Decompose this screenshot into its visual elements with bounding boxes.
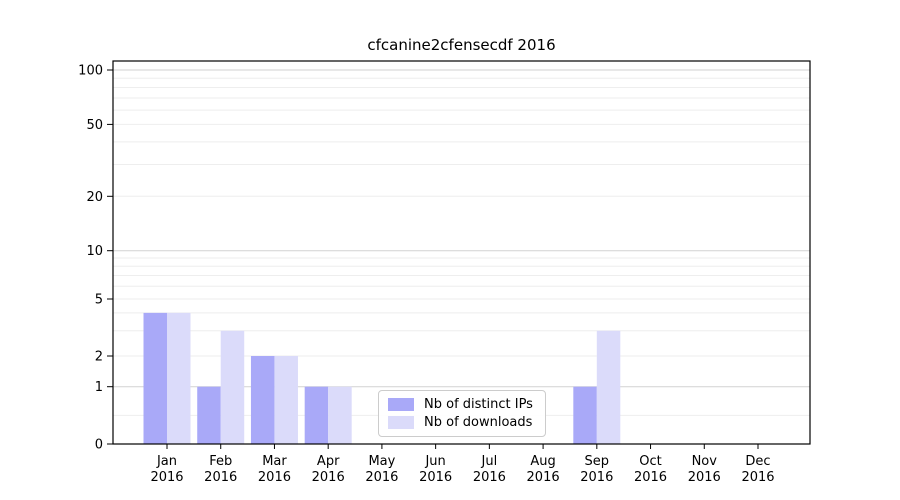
- x-tick-label-month: Apr: [317, 454, 340, 469]
- bar-distinct-ips-sep: [573, 386, 597, 444]
- y-tick-label: 0: [95, 438, 103, 453]
- bar-distinct-ips-jan: [143, 312, 167, 444]
- plot-border: [112, 60, 811, 445]
- x-tick-label-month: Jan: [156, 454, 177, 469]
- legend-swatch-downloads: [388, 416, 414, 429]
- x-tick-label-year: 2016: [312, 470, 345, 485]
- legend-swatch-distinct-ips: [388, 398, 414, 411]
- x-tick-label-month: Feb: [209, 454, 232, 469]
- x-tick-label-month: Jul: [481, 454, 498, 469]
- y-tick-label: 1: [95, 380, 103, 395]
- bar-downloads-mar: [274, 356, 298, 444]
- y-tick-label: 5: [95, 293, 103, 308]
- y-tick-label: 100: [78, 64, 103, 79]
- bar-distinct-ips-feb: [197, 386, 221, 444]
- legend-item-downloads: Nb of downloads: [388, 415, 536, 430]
- bar-downloads-sep: [596, 330, 621, 444]
- chart-title: cfcanine2cfensecdf 2016: [367, 36, 556, 54]
- x-tick-label-month: Dec: [745, 454, 770, 469]
- x-tick-label-month: May: [368, 454, 395, 469]
- x-tick-label-month: Sep: [585, 454, 610, 469]
- y-tick-label: 50: [86, 118, 103, 133]
- legend: Nb of distinct IPs Nb of downloads: [378, 390, 546, 437]
- x-tick-label-year: 2016: [634, 470, 667, 485]
- bar-downloads-feb: [220, 330, 245, 444]
- x-tick-label-month: Oct: [639, 454, 661, 469]
- x-tick-label-year: 2016: [419, 470, 452, 485]
- y-tick-label: 20: [86, 190, 103, 205]
- bar-downloads-apr: [328, 386, 352, 444]
- x-tick-label-month: Nov: [692, 454, 718, 469]
- x-tick-label-year: 2016: [204, 470, 237, 485]
- legend-label-distinct-ips: Nb of distinct IPs: [424, 397, 533, 412]
- legend-item-distinct-ips: Nb of distinct IPs: [388, 397, 536, 412]
- bar-distinct-ips-mar: [250, 356, 275, 444]
- x-tick-label-year: 2016: [741, 470, 774, 485]
- x-tick-label-year: 2016: [150, 470, 183, 485]
- x-tick-label-year: 2016: [258, 470, 291, 485]
- x-tick-label-month: Aug: [530, 454, 555, 469]
- x-tick-label-year: 2016: [527, 470, 560, 485]
- x-tick-label-year: 2016: [473, 470, 506, 485]
- y-tick-label: 2: [95, 350, 103, 365]
- x-tick-label-month: Jun: [424, 454, 445, 469]
- y-tick-label: 10: [86, 244, 103, 259]
- legend-label-downloads: Nb of downloads: [424, 415, 533, 430]
- bar-downloads-jan: [167, 312, 191, 444]
- x-tick-label-month: Mar: [262, 454, 287, 469]
- x-tick-label-year: 2016: [365, 470, 398, 485]
- x-tick-label-year: 2016: [580, 470, 613, 485]
- x-tick-label-year: 2016: [688, 470, 721, 485]
- bar-distinct-ips-apr: [304, 386, 329, 444]
